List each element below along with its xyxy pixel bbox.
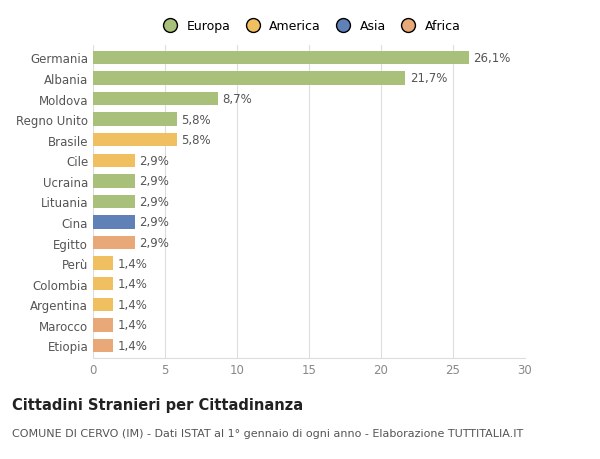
Text: 2,9%: 2,9% — [139, 216, 169, 229]
Text: 5,8%: 5,8% — [181, 134, 211, 147]
Legend: Europa, America, Asia, Africa: Europa, America, Asia, Africa — [158, 21, 460, 34]
Text: 1,4%: 1,4% — [118, 257, 148, 270]
Bar — [93, 339, 113, 353]
Bar — [93, 236, 135, 250]
Text: 1,4%: 1,4% — [118, 319, 148, 332]
Bar — [93, 134, 176, 147]
Bar — [93, 51, 469, 65]
Text: 8,7%: 8,7% — [223, 93, 253, 106]
Bar — [93, 319, 113, 332]
Bar — [93, 154, 135, 168]
Text: 1,4%: 1,4% — [118, 278, 148, 291]
Bar — [93, 93, 218, 106]
Bar — [93, 257, 113, 270]
Text: 2,9%: 2,9% — [139, 175, 169, 188]
Text: 21,7%: 21,7% — [410, 72, 447, 85]
Text: 1,4%: 1,4% — [118, 298, 148, 311]
Text: 2,9%: 2,9% — [139, 196, 169, 208]
Text: 2,9%: 2,9% — [139, 236, 169, 250]
Bar — [93, 175, 135, 188]
Text: 2,9%: 2,9% — [139, 154, 169, 168]
Text: 1,4%: 1,4% — [118, 339, 148, 352]
Bar — [93, 298, 113, 311]
Bar — [93, 195, 135, 209]
Bar — [93, 113, 176, 127]
Bar — [93, 216, 135, 229]
Bar — [93, 277, 113, 291]
Bar — [93, 72, 406, 85]
Text: 5,8%: 5,8% — [181, 113, 211, 126]
Text: COMUNE DI CERVO (IM) - Dati ISTAT al 1° gennaio di ogni anno - Elaborazione TUTT: COMUNE DI CERVO (IM) - Dati ISTAT al 1° … — [12, 428, 523, 438]
Text: 26,1%: 26,1% — [473, 52, 511, 65]
Text: Cittadini Stranieri per Cittadinanza: Cittadini Stranieri per Cittadinanza — [12, 397, 303, 412]
